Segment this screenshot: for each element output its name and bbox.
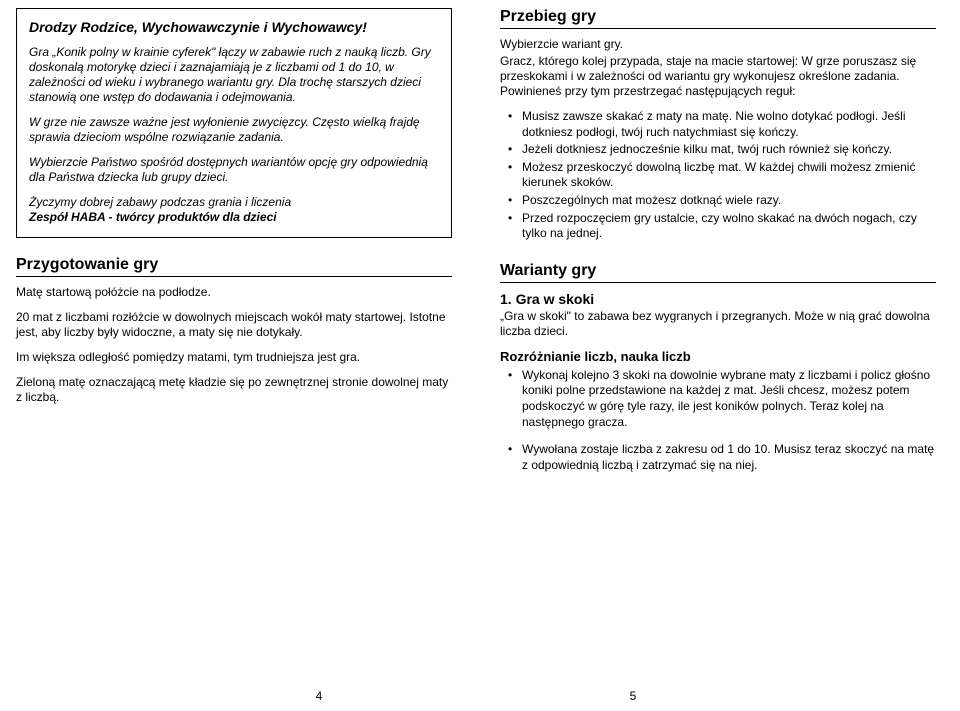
page-number-right: 5 — [500, 683, 936, 703]
intro-box: Drodzy Rodzice, Wychowawczynie i Wychowa… — [16, 8, 452, 238]
intro-p4b: Zespół HABA - twórcy produktów dla dziec… — [29, 210, 277, 224]
variant1-title: 1. Gra w skoki — [500, 291, 936, 307]
variant1-bullet: Wykonaj kolejno 3 skoki na dowolnie wybr… — [500, 368, 936, 430]
flow-bullets: Musisz zawsze skakać z maty na matę. Nie… — [500, 109, 936, 244]
flow-bullet: Przed rozpoczęciem gry ustalcie, czy wol… — [500, 211, 936, 242]
intro-p4a: Życzymy dobrej zabawy podczas grania i l… — [29, 195, 291, 209]
flow-bullet: Poszczególnych mat możesz dotknąć wiele … — [500, 193, 936, 209]
intro-p2: W grze nie zawsze ważne jest wyłonienie … — [29, 115, 439, 145]
flow-p2: Gracz, którego kolej przypada, staje na … — [500, 54, 936, 99]
intro-p3: Wybierzcie Państwo spośród dostępnych wa… — [29, 155, 439, 185]
prep-title: Przygotowanie gry — [16, 256, 452, 277]
variant1-bullet: Wywołana zostaje liczba z zakresu od 1 d… — [500, 442, 936, 473]
prep-p1: Matę startową połóżcie na podłodze. — [16, 285, 452, 300]
flow-bullet: Możesz przeskoczyć dowolną liczbę mat. W… — [500, 160, 936, 191]
intro-signoff: Życzymy dobrej zabawy podczas grania i l… — [29, 195, 439, 225]
variant1-sub-title: Rozróżnianie liczb, nauka liczb — [500, 349, 936, 364]
prep-p2: 20 mat z liczbami rozłóżcie w dowolnych … — [16, 310, 452, 340]
variant1-bullets: Wykonaj kolejno 3 skoki na dowolnie wybr… — [500, 368, 936, 432]
flow-p1: Wybierzcie wariant gry. — [500, 37, 936, 52]
prep-p4: Zieloną matę oznaczającą metę kładzie si… — [16, 375, 452, 405]
flow-title: Przebieg gry — [500, 8, 936, 29]
page-number-left: 4 — [16, 683, 452, 703]
variant1-bullets2: Wywołana zostaje liczba z zakresu od 1 d… — [500, 442, 936, 475]
variant1-p: „Gra w skoki" to zabawa bez wygranych i … — [500, 309, 936, 339]
flow-bullet: Musisz zawsze skakać z maty na matę. Nie… — [500, 109, 936, 140]
flow-bullet: Jeżeli dotkniesz jednocześnie kilku mat,… — [500, 142, 936, 158]
intro-p1: Gra „Konik polny w krainie cyferek" łącz… — [29, 45, 439, 105]
prep-p3: Im większa odległość pomiędzy matami, ty… — [16, 350, 452, 365]
intro-greeting: Drodzy Rodzice, Wychowawczynie i Wychowa… — [29, 19, 439, 35]
variants-title: Warianty gry — [500, 262, 936, 283]
